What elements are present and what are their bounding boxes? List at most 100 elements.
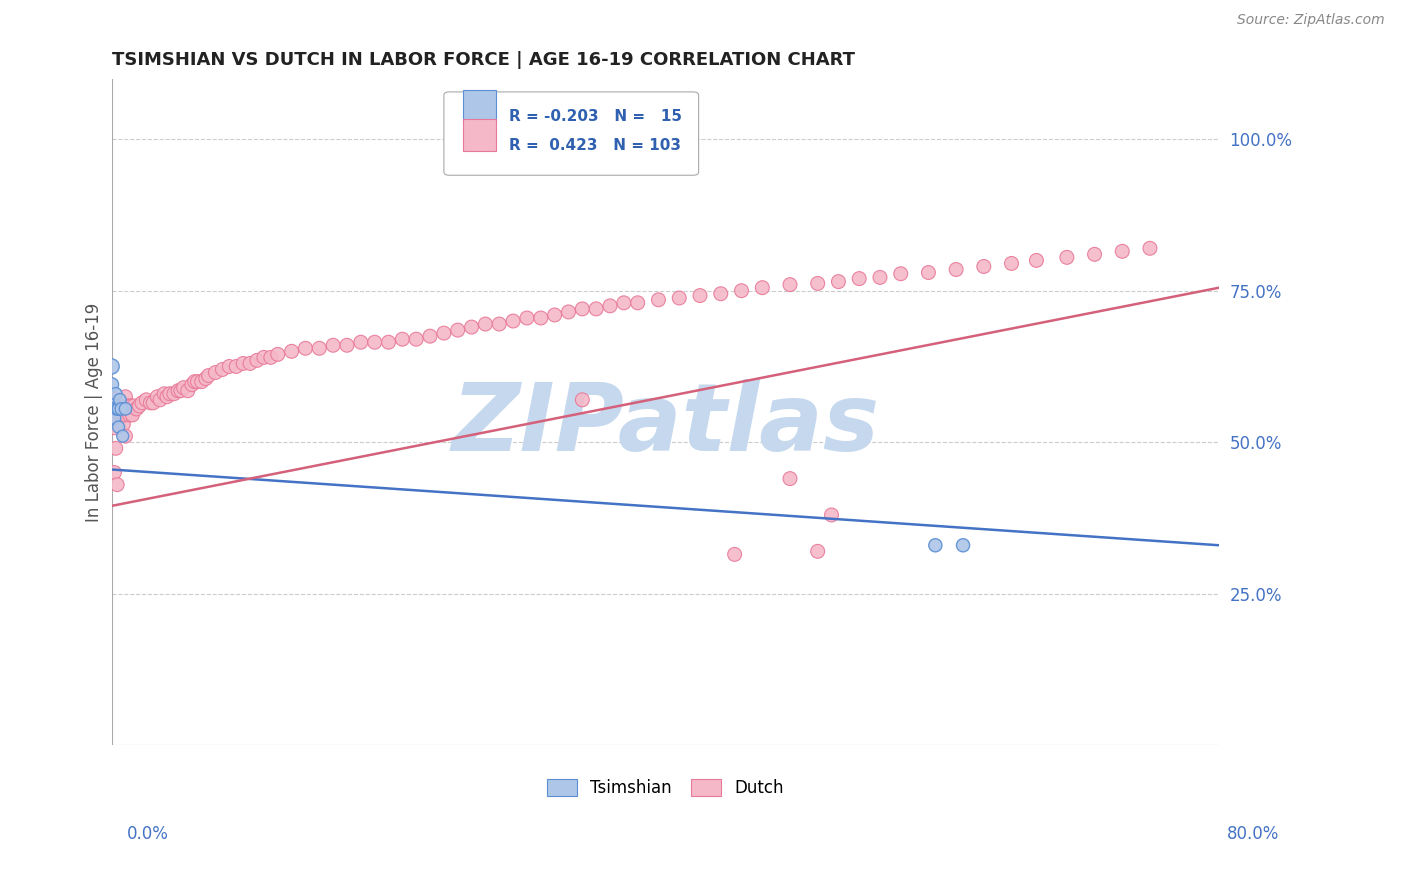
Point	[139, 396, 162, 410]
Point	[730, 284, 752, 298]
Point	[111, 429, 134, 443]
Point	[322, 338, 344, 352]
Point	[114, 401, 136, 416]
Point	[488, 317, 510, 331]
Point	[121, 408, 143, 422]
Point	[108, 392, 131, 407]
Point	[647, 293, 669, 307]
Point	[190, 375, 212, 389]
Point	[118, 408, 141, 422]
Point	[557, 305, 579, 319]
Point	[103, 411, 125, 425]
Point	[336, 338, 359, 352]
Point	[460, 320, 482, 334]
Point	[710, 286, 733, 301]
Point	[107, 420, 129, 434]
Point	[105, 411, 128, 425]
FancyBboxPatch shape	[444, 92, 699, 175]
Point	[502, 314, 524, 328]
Point	[125, 401, 148, 416]
Point	[122, 399, 145, 413]
Point	[103, 466, 125, 480]
Point	[668, 291, 690, 305]
Point	[1056, 251, 1078, 265]
Point	[571, 392, 593, 407]
Point	[973, 260, 995, 274]
Point	[117, 399, 139, 413]
Point	[827, 275, 849, 289]
Point	[105, 477, 128, 491]
Point	[260, 351, 283, 365]
Point	[197, 368, 219, 383]
Point	[530, 310, 553, 325]
Point	[108, 401, 131, 416]
Point	[945, 262, 967, 277]
Point	[377, 335, 399, 350]
Point	[239, 356, 262, 370]
Legend: Tsimshian, Dutch: Tsimshian, Dutch	[540, 772, 792, 804]
Point	[177, 384, 200, 398]
Point	[571, 301, 593, 316]
Point	[599, 299, 621, 313]
Point	[146, 390, 169, 404]
Point	[103, 420, 125, 434]
Point	[107, 399, 129, 413]
Point	[751, 281, 773, 295]
Point	[104, 392, 127, 407]
Point	[246, 353, 269, 368]
Point	[105, 401, 128, 416]
Point	[350, 335, 373, 350]
Point	[159, 386, 181, 401]
Point	[779, 472, 801, 486]
Text: 0.0%: 0.0%	[127, 825, 169, 843]
Text: 80.0%: 80.0%	[1227, 825, 1279, 843]
Point	[135, 392, 157, 407]
Point	[225, 359, 247, 374]
Point	[100, 396, 122, 410]
Text: ZIPatlas: ZIPatlas	[451, 379, 880, 471]
Point	[419, 329, 441, 343]
Point	[890, 267, 912, 281]
Point	[689, 288, 711, 302]
Point	[807, 544, 830, 558]
Point	[391, 332, 413, 346]
Point	[167, 384, 190, 398]
Point	[100, 377, 122, 392]
Point	[170, 384, 193, 398]
Bar	[463, 120, 496, 152]
Bar	[463, 90, 496, 122]
Text: TSIMSHIAN VS DUTCH IN LABOR FORCE | AGE 16-19 CORRELATION CHART: TSIMSHIAN VS DUTCH IN LABOR FORCE | AGE …	[111, 51, 855, 69]
Point	[723, 547, 745, 561]
Point	[447, 323, 470, 337]
Point	[924, 538, 946, 552]
Point	[253, 351, 276, 365]
Point	[952, 538, 974, 552]
Point	[111, 417, 134, 431]
Point	[104, 442, 127, 456]
Point	[232, 356, 254, 370]
Point	[308, 341, 330, 355]
Point	[613, 295, 636, 310]
Point	[848, 271, 870, 285]
Point	[131, 396, 153, 410]
Point	[114, 429, 136, 443]
Text: Source: ZipAtlas.com: Source: ZipAtlas.com	[1237, 13, 1385, 28]
Y-axis label: In Labor Force | Age 16-19: In Labor Force | Age 16-19	[86, 302, 103, 522]
Point	[101, 401, 124, 416]
Point	[218, 359, 240, 374]
Point	[1139, 241, 1161, 255]
Point	[779, 277, 801, 292]
Point	[474, 317, 496, 331]
Point	[120, 399, 142, 413]
Point	[128, 399, 150, 413]
Point	[1000, 256, 1022, 270]
Point	[917, 266, 939, 280]
Point	[267, 347, 290, 361]
Point	[807, 277, 830, 291]
Point	[516, 310, 538, 325]
Text: R = -0.203   N =   15: R = -0.203 N = 15	[509, 109, 682, 124]
Point	[110, 408, 132, 422]
Point	[211, 362, 233, 376]
Point	[181, 377, 204, 392]
Point	[433, 326, 456, 340]
